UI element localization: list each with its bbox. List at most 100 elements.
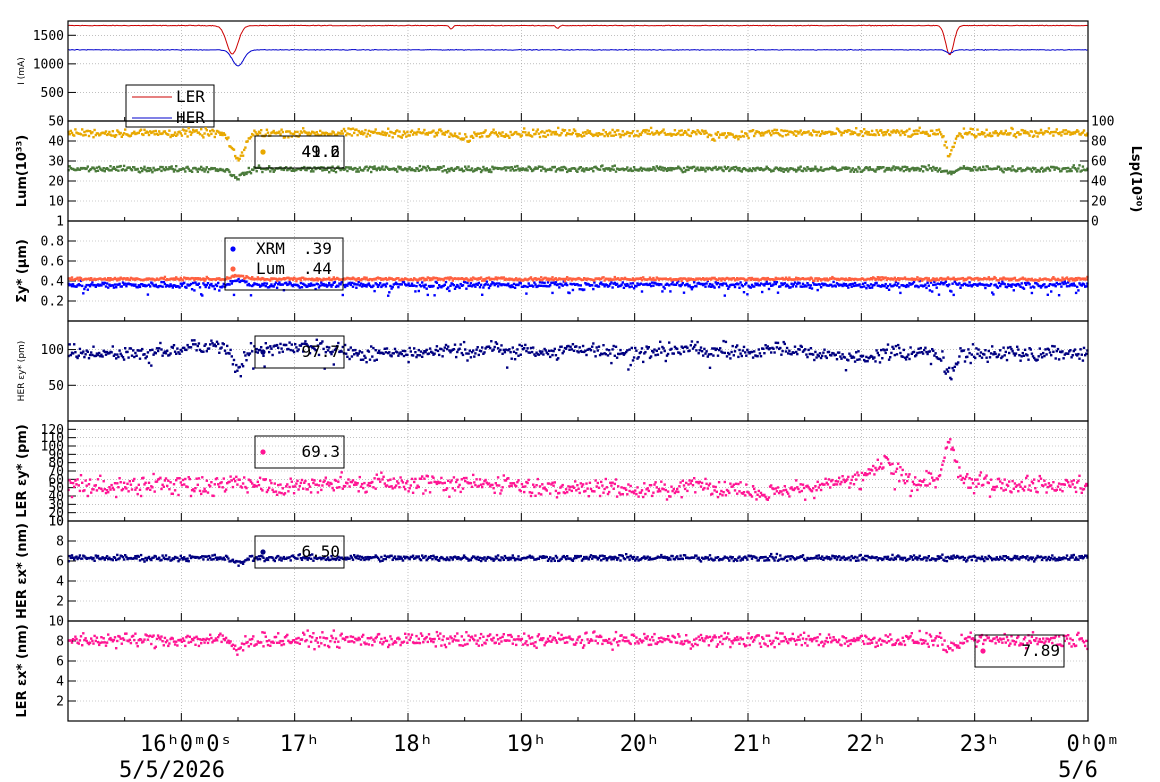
data-point (281, 350, 284, 353)
data-point (102, 167, 105, 170)
data-point (512, 132, 516, 135)
data-point (108, 279, 111, 282)
data-point (1078, 164, 1081, 167)
data-point (732, 283, 735, 287)
data-point (698, 349, 701, 352)
data-point (728, 169, 731, 173)
data-point (280, 283, 283, 286)
data-point (948, 366, 951, 370)
data-point (425, 287, 428, 290)
data-point (127, 356, 130, 359)
data-point (819, 166, 823, 169)
data-point (409, 168, 412, 172)
data-point (260, 167, 263, 171)
data-point (443, 283, 446, 286)
data-point (570, 279, 573, 282)
data-point (383, 168, 386, 171)
data-point (381, 165, 384, 168)
data-point (161, 285, 164, 288)
data-point (421, 168, 424, 171)
data-point (549, 355, 552, 359)
data-point (394, 167, 398, 171)
data-point (309, 491, 313, 494)
data-point (98, 351, 101, 355)
data-point (210, 481, 213, 484)
data-point (838, 129, 841, 133)
data-point (83, 287, 86, 291)
data-point (796, 169, 799, 172)
data-point (561, 168, 564, 172)
data-point (353, 131, 356, 135)
data-point (244, 354, 247, 357)
data-point (237, 159, 240, 162)
data-point (200, 165, 203, 169)
data-point (348, 277, 351, 281)
data-point (733, 350, 737, 353)
data-point (357, 280, 360, 284)
data-point (487, 170, 491, 173)
data-point (290, 135, 293, 138)
data-point (569, 277, 572, 280)
data-point (495, 282, 499, 285)
data-point (368, 165, 372, 169)
data-point (311, 168, 314, 171)
data-point (307, 131, 310, 134)
legend-box (254, 135, 345, 169)
data-point (141, 347, 144, 351)
data-point (325, 345, 329, 349)
data-point (924, 346, 927, 349)
data-point (649, 284, 653, 288)
data-point (775, 128, 779, 132)
data-point (511, 346, 514, 349)
data-point (195, 349, 198, 352)
data-point (277, 483, 280, 487)
data-point (1077, 352, 1080, 356)
y-tick-label: 40 (48, 135, 64, 150)
data-point (952, 293, 955, 297)
data-point (443, 133, 446, 136)
data-point (763, 284, 766, 287)
data-point (506, 366, 509, 369)
data-point (218, 289, 221, 292)
data-point (731, 133, 734, 136)
data-point (447, 345, 450, 348)
data-point (360, 351, 364, 354)
data-point (1073, 132, 1077, 135)
data-point (478, 135, 482, 139)
data-point (1074, 130, 1078, 133)
data-point (307, 483, 310, 486)
data-point (189, 282, 193, 286)
data-point (577, 133, 580, 136)
data-point (268, 165, 271, 168)
data-point (870, 286, 874, 289)
data-point (678, 351, 681, 354)
data-point (155, 347, 159, 350)
data-point (736, 344, 739, 347)
data-point (204, 168, 207, 171)
data-point (805, 353, 808, 356)
data-point (764, 282, 767, 285)
data-point (914, 132, 917, 136)
data-point (731, 167, 734, 170)
data-point (476, 283, 479, 286)
data-point (500, 344, 503, 347)
data-point (483, 279, 486, 282)
data-point (721, 284, 724, 287)
data-point (384, 277, 388, 280)
data-point (298, 286, 301, 289)
data-point (472, 136, 475, 139)
data-point (907, 353, 910, 356)
data-point (814, 350, 817, 354)
data-point (414, 351, 417, 354)
data-point (830, 283, 833, 287)
data-point (183, 346, 186, 350)
data-point (366, 169, 369, 172)
data-point (178, 286, 181, 289)
data-point (855, 127, 858, 130)
data-point (1002, 346, 1005, 349)
data-point (891, 345, 894, 349)
data-point (385, 166, 389, 169)
data-point (962, 279, 966, 282)
data-point (209, 485, 212, 488)
